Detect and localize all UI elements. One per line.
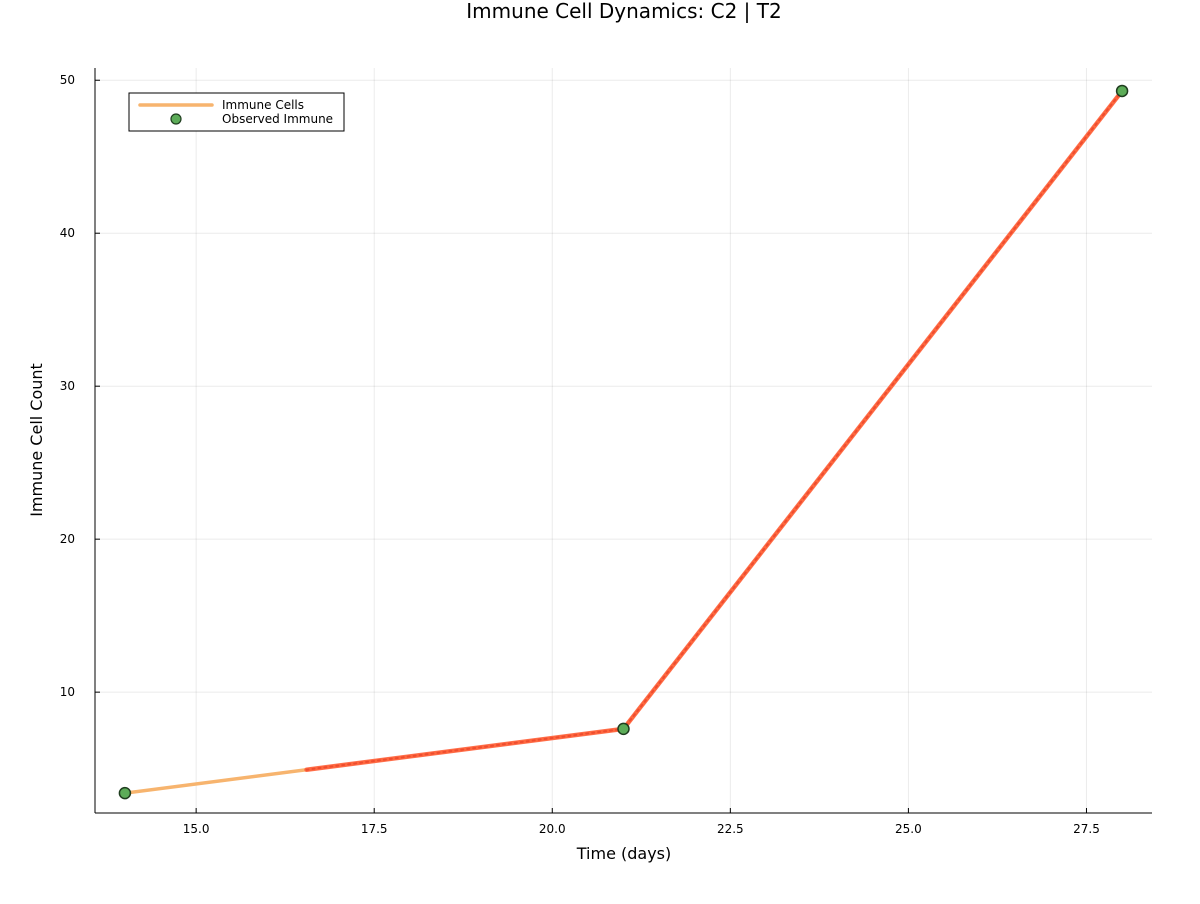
observed-point (617, 722, 630, 736)
y-tick-label: 10 (60, 685, 75, 699)
x-axis-title: Time (days) (576, 844, 672, 863)
y-tick-label: 40 (60, 226, 75, 240)
grid-layer (95, 68, 1152, 813)
legend: Immune Cells Observed Immune (128, 92, 345, 132)
legend-label-observed-immune: Observed Immune (222, 112, 333, 126)
observed-point (1115, 84, 1129, 98)
legend-marker-observed-immune (170, 113, 182, 125)
legend-label-immune-cells: Immune Cells (222, 98, 304, 112)
observed-point (118, 786, 132, 800)
series-line-highlight-dots (305, 89, 1124, 771)
points-layer (118, 84, 1129, 800)
x-tick-label: 27.5 (1073, 822, 1100, 836)
x-tick-label: 20.0 (539, 822, 566, 836)
y-axis-title: Immune Cell Count (27, 363, 46, 517)
legend-box (128, 92, 345, 132)
y-tick-label: 20 (60, 532, 75, 546)
chart-title: Immune Cell Dynamics: C2 | T2 (466, 0, 781, 23)
y-tick-label: 30 (60, 379, 75, 393)
x-tick-label: 17.5 (361, 822, 388, 836)
axes-layer: 15.0 17.5 20.0 22.5 25.0 27.5 10 20 30 40 50 (60, 68, 1152, 836)
y-tick-label: 50 (60, 73, 75, 87)
series-layer (123, 88, 1125, 795)
x-tick-label: 22.5 (717, 822, 744, 836)
x-tick-label: 15.0 (183, 822, 210, 836)
x-tick-label: 25.0 (895, 822, 922, 836)
series-line-highlight (304, 88, 1125, 772)
series-line-immune-cells (123, 89, 1124, 795)
